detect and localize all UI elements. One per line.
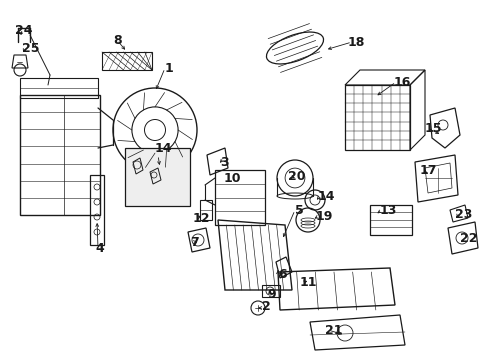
Bar: [125, 148, 190, 206]
Text: 6: 6: [278, 267, 286, 280]
Text: 8: 8: [113, 33, 122, 46]
Text: 7: 7: [190, 235, 198, 248]
Text: 14: 14: [155, 141, 172, 154]
Text: 25: 25: [22, 41, 40, 54]
Bar: [200, 200, 212, 220]
Text: 11: 11: [299, 276, 317, 289]
Text: 23: 23: [454, 208, 471, 221]
Text: 10: 10: [224, 171, 241, 184]
Bar: [90, 175, 104, 245]
Text: 4: 4: [95, 242, 103, 255]
Text: 21: 21: [325, 324, 342, 337]
Bar: [102, 52, 152, 70]
Text: 12: 12: [193, 211, 210, 225]
Text: 20: 20: [287, 170, 305, 183]
Text: 18: 18: [347, 36, 365, 49]
Text: 1: 1: [164, 62, 173, 75]
Text: 9: 9: [266, 288, 275, 302]
Bar: [20, 78, 98, 98]
Bar: [369, 205, 411, 235]
Text: 24: 24: [15, 23, 32, 36]
Text: 5: 5: [294, 203, 303, 216]
Text: 13: 13: [379, 203, 397, 216]
Text: 2: 2: [262, 301, 270, 314]
Text: 22: 22: [459, 231, 476, 244]
Text: 15: 15: [424, 122, 442, 135]
Text: 3: 3: [220, 156, 228, 168]
Text: 19: 19: [315, 210, 333, 222]
Bar: [262, 285, 280, 297]
Bar: [20, 95, 100, 215]
Text: 16: 16: [393, 76, 410, 89]
Text: 14: 14: [317, 189, 335, 202]
Text: 17: 17: [419, 163, 437, 176]
Bar: [215, 170, 264, 225]
